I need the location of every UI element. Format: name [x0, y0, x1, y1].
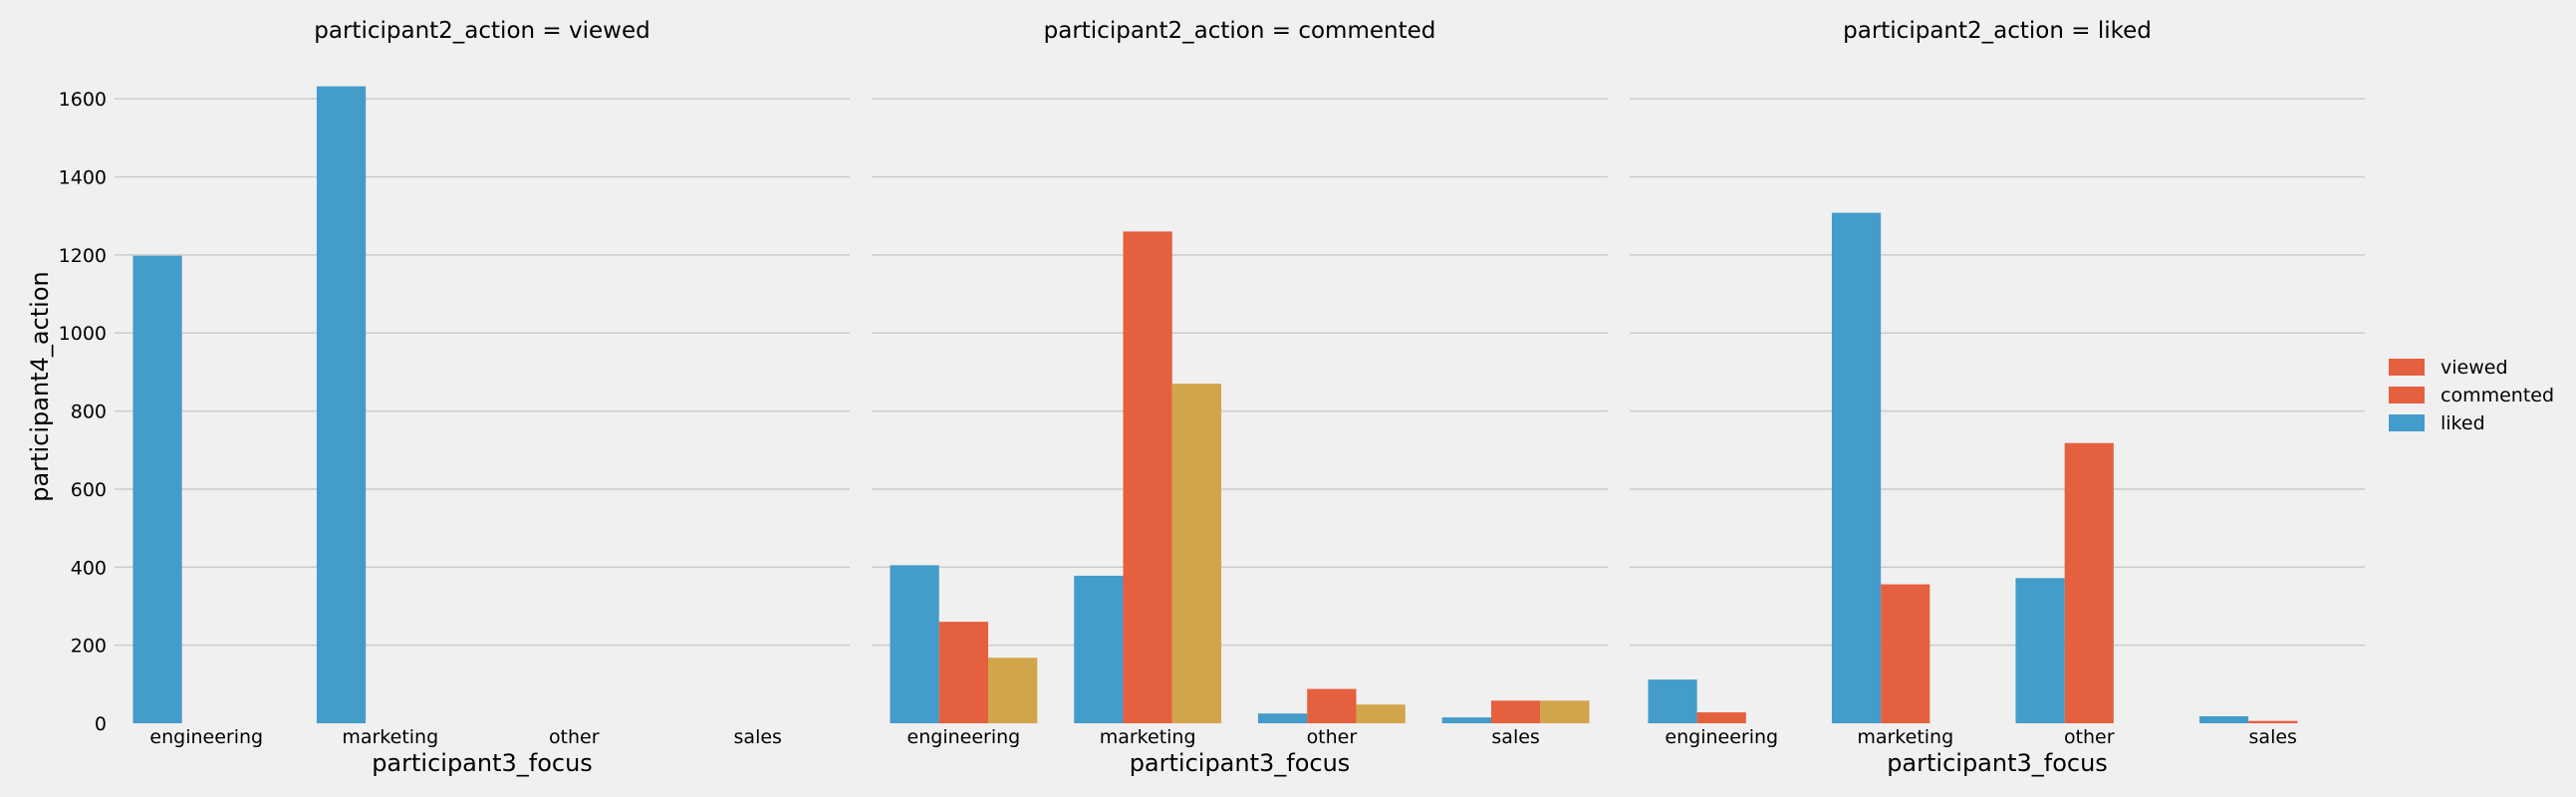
y-tick-label: 1000 [59, 323, 107, 345]
bar [1441, 717, 1491, 723]
bar [1881, 584, 1931, 723]
legend-label: commented [2441, 385, 2554, 406]
y-tick-label: 1400 [59, 167, 107, 189]
bar [1171, 384, 1222, 723]
facet-panel: participant2_action = liked engineering ma… [1630, 18, 2365, 777]
x-tick-label: engineering [907, 726, 1021, 748]
bar [1074, 575, 1124, 723]
bar [132, 255, 182, 723]
x-tick-label: marketing [1100, 726, 1196, 748]
x-axis-label: participant3_focus [1887, 749, 2108, 777]
legend-swatch [2389, 387, 2425, 403]
legend-label: viewed [2441, 357, 2508, 379]
x-tick-label: engineering [149, 726, 263, 748]
y-tick-label: 800 [71, 401, 107, 423]
bar [316, 86, 367, 723]
x-tick-label: sales [2249, 726, 2297, 748]
y-tick-label: 200 [71, 636, 107, 658]
bar [1648, 679, 1697, 723]
y-tick-label: 0 [95, 713, 107, 735]
x-tick-label: marketing [342, 726, 438, 748]
bar [1356, 704, 1406, 723]
facet-title: participant2_action = liked [1843, 18, 2152, 44]
bar [2015, 578, 2065, 723]
facet-panel: participant2_action = commented engineeri… [872, 18, 1608, 777]
bar [2064, 442, 2114, 723]
facet-title: participant2_action = viewed [314, 18, 649, 44]
x-tick-label: engineering [1665, 726, 1778, 748]
bar [1540, 700, 1590, 723]
y-axis-label: participant4_action [26, 271, 54, 501]
x-tick-label: sales [734, 726, 782, 748]
bar [1696, 712, 1746, 723]
bar [988, 658, 1038, 723]
legend-swatch [2389, 414, 2425, 431]
bar [1307, 688, 1357, 723]
y-tick-label: 1200 [59, 245, 107, 267]
x-axis-label: participant3_focus [372, 749, 593, 777]
facet-panel: participant2_action = viewed engineering m… [115, 18, 850, 777]
bar [1123, 231, 1172, 723]
y-tick-label: 600 [71, 479, 107, 501]
y-tick-label: 1600 [59, 89, 107, 111]
legend: viewed commented liked [2389, 357, 2554, 434]
x-tick-label: sales [1491, 726, 1539, 748]
x-tick-label: marketing [1857, 726, 1953, 748]
bar [1257, 713, 1308, 723]
legend-swatch [2389, 359, 2425, 376]
bar [1490, 700, 1541, 723]
x-tick-label: other [2064, 726, 2115, 748]
bar [938, 622, 989, 723]
y-axis: 0 200 400 600 800 1000 1200 1400 1600 [59, 89, 107, 735]
x-tick-label: other [1307, 726, 1358, 748]
bar [2248, 720, 2298, 723]
x-tick-label: other [549, 726, 600, 748]
bar [890, 565, 939, 723]
y-tick-label: 400 [71, 557, 107, 579]
x-axis-label: participant3_focus [1130, 749, 1351, 777]
facet-title: participant2_action = commented [1044, 18, 1436, 44]
bar [2198, 715, 2249, 723]
legend-label: liked [2441, 412, 2485, 434]
facet-panels: participant2_action = viewed engineering m… [115, 18, 2365, 777]
bar [1831, 212, 1882, 723]
